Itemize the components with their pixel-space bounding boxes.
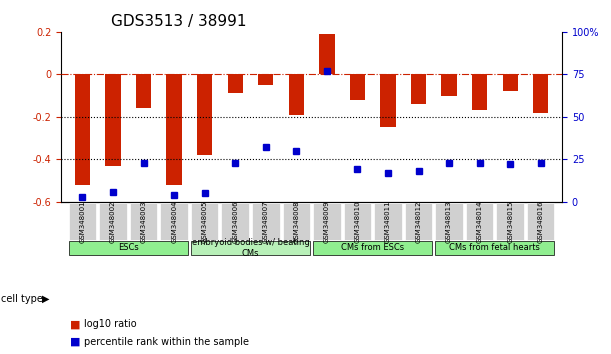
Text: GSM348007: GSM348007: [263, 200, 269, 243]
Text: percentile rank within the sample: percentile rank within the sample: [84, 337, 249, 347]
FancyBboxPatch shape: [313, 203, 341, 240]
Text: GSM348008: GSM348008: [293, 200, 299, 243]
Text: GSM348002: GSM348002: [110, 200, 116, 243]
Bar: [533, 74, 549, 113]
Text: log10 ratio: log10 ratio: [84, 319, 137, 329]
FancyBboxPatch shape: [497, 203, 524, 240]
Text: GSM348010: GSM348010: [354, 200, 360, 243]
FancyBboxPatch shape: [222, 203, 249, 240]
FancyBboxPatch shape: [191, 241, 310, 255]
Text: GSM348006: GSM348006: [232, 200, 238, 243]
Bar: [258, 74, 273, 85]
Bar: [472, 74, 488, 110]
Text: cell type: cell type: [1, 294, 43, 304]
FancyBboxPatch shape: [191, 203, 219, 240]
Text: CMs from fetal hearts: CMs from fetal hearts: [450, 244, 540, 252]
FancyBboxPatch shape: [436, 203, 463, 240]
Text: GSM348003: GSM348003: [141, 200, 147, 243]
FancyBboxPatch shape: [252, 203, 280, 240]
FancyBboxPatch shape: [436, 241, 555, 255]
Text: GSM348015: GSM348015: [507, 200, 513, 243]
FancyBboxPatch shape: [344, 203, 371, 240]
Bar: [411, 74, 426, 104]
FancyBboxPatch shape: [527, 203, 555, 240]
Bar: [136, 74, 152, 108]
Bar: [228, 74, 243, 93]
FancyBboxPatch shape: [160, 203, 188, 240]
Text: GSM348004: GSM348004: [171, 200, 177, 243]
FancyBboxPatch shape: [68, 241, 188, 255]
FancyBboxPatch shape: [130, 203, 158, 240]
Bar: [75, 74, 90, 185]
Bar: [349, 74, 365, 100]
Text: ESCs: ESCs: [118, 244, 139, 252]
Text: ▶: ▶: [42, 294, 49, 304]
Text: GSM348014: GSM348014: [477, 200, 483, 243]
Text: embryoid bodies w/ beating
CMs: embryoid bodies w/ beating CMs: [192, 238, 309, 258]
Text: GSM348012: GSM348012: [415, 200, 422, 243]
Text: ■: ■: [70, 337, 81, 347]
FancyBboxPatch shape: [405, 203, 433, 240]
Bar: [442, 74, 457, 96]
FancyBboxPatch shape: [375, 203, 402, 240]
Bar: [502, 74, 518, 91]
Text: GSM348005: GSM348005: [202, 200, 208, 243]
Bar: [380, 74, 396, 127]
Text: GSM348001: GSM348001: [79, 200, 86, 243]
Bar: [289, 74, 304, 115]
Text: GSM348016: GSM348016: [538, 200, 544, 243]
Bar: [166, 74, 182, 185]
Text: GSM348009: GSM348009: [324, 200, 330, 243]
Text: GDS3513 / 38991: GDS3513 / 38991: [111, 14, 247, 29]
Text: CMs from ESCs: CMs from ESCs: [341, 244, 404, 252]
Bar: [320, 34, 335, 74]
Bar: [197, 74, 213, 155]
FancyBboxPatch shape: [313, 241, 433, 255]
FancyBboxPatch shape: [282, 203, 310, 240]
FancyBboxPatch shape: [99, 203, 127, 240]
Text: GSM348013: GSM348013: [446, 200, 452, 243]
Text: ■: ■: [70, 319, 81, 329]
Text: GSM348011: GSM348011: [385, 200, 391, 243]
FancyBboxPatch shape: [466, 203, 494, 240]
Bar: [106, 74, 121, 166]
FancyBboxPatch shape: [68, 203, 97, 240]
